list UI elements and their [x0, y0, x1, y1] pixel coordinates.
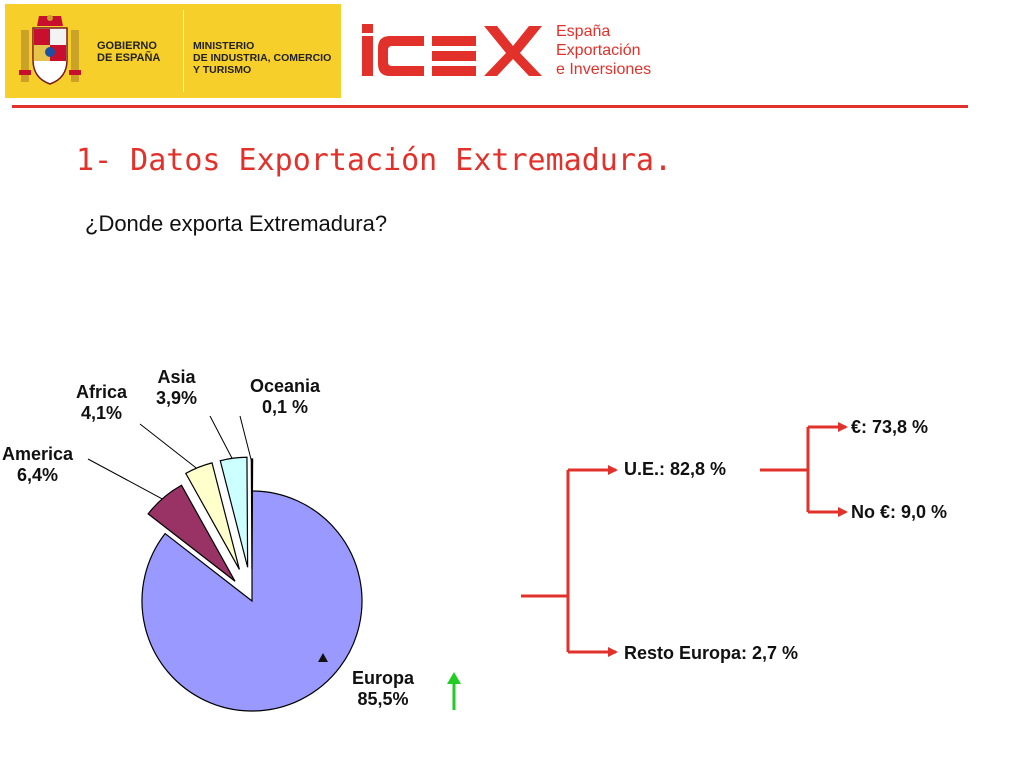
header-rule: [12, 105, 968, 108]
coat-of-arms-icon: [19, 15, 81, 85]
pie-slice-africa: [184, 462, 240, 570]
icex-tagline: España Exportación e Inversiones: [556, 23, 652, 78]
leader-line-asia: [209, 415, 235, 463]
no-euro-share-label: No €: 9,0 %: [851, 502, 948, 522]
leader-line-america: [87, 458, 167, 502]
logo-divider: [183, 10, 184, 92]
pie-label-asia: Asia 3,9%: [156, 367, 198, 408]
ministry-name: MINISTERIO DE INDUSTRIA, COMERCIO Y TURI…: [193, 40, 332, 76]
pie-label-america: America 6,4%: [2, 444, 74, 485]
pie-slice-asia: [219, 456, 249, 568]
pie-leader-lines: [87, 415, 253, 502]
pie-slice-europa: [141, 490, 363, 712]
pie-label-europa: Europa 85,5%: [352, 668, 415, 709]
pie-slice-america: [147, 484, 236, 582]
ue-share-label: U.E.: 82,8 %: [624, 459, 727, 479]
page-subtitle: ¿Donde exporta Extremadura?: [85, 211, 388, 236]
pie-slice-oceania: [250, 458, 254, 570]
pie-label-oceania: Oceania 0,1 %: [250, 376, 321, 417]
chart-marker-icon: [318, 653, 328, 662]
pie-label-africa: Africa 4,1%: [76, 382, 128, 423]
icex-logo-icon: [362, 24, 542, 76]
government-logo-panel: GOBIERNO DE ESPAÑA MINISTERIO DE INDUSTR…: [5, 4, 341, 98]
leader-line-oceania: [239, 415, 253, 464]
leader-line-africa: [139, 423, 201, 472]
euro-share-label: €: 73,8 %: [851, 417, 929, 437]
government-name: GOBIERNO DE ESPAÑA: [97, 40, 161, 64]
resto-europa-label: Resto Europa: 2,7 %: [624, 643, 799, 663]
page-title: 1- Datos Exportación Extremadura.: [76, 143, 673, 178]
